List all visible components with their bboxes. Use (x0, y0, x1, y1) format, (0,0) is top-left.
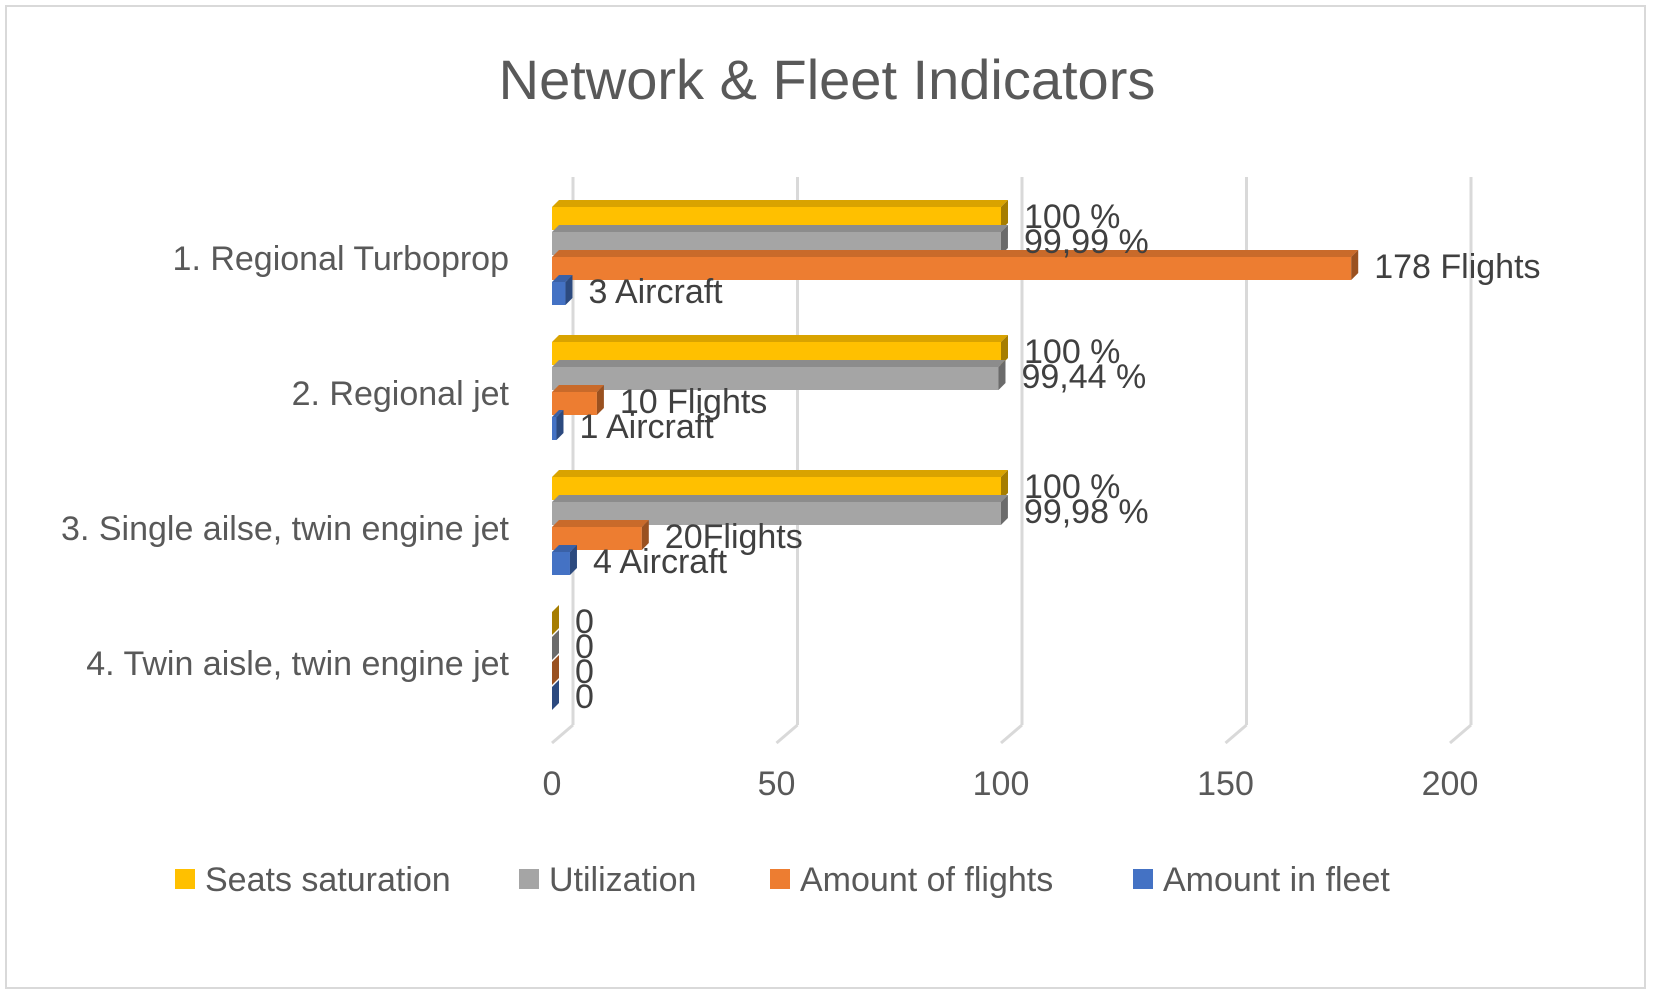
bar-top (552, 520, 649, 527)
x-tick-label: 0 (543, 765, 562, 803)
x-tick-label: 50 (758, 765, 796, 803)
bar (552, 477, 1001, 500)
gridline-floor (1224, 723, 1248, 745)
x-tick-label: 100 (973, 765, 1030, 803)
data-label: 0 (575, 603, 594, 641)
gridline-floor (1000, 723, 1023, 745)
bar-side (596, 385, 604, 415)
gridline-floor (1449, 723, 1472, 745)
bar (552, 417, 557, 440)
bar-side (1000, 225, 1008, 255)
bar-top (552, 545, 577, 552)
legend-swatch (519, 869, 539, 889)
category-label: 3. Single ailse, twin engine jet (61, 510, 509, 548)
chart-title: Network & Fleet Indicators (499, 48, 1156, 111)
category-label: 4. Twin aisle, twin engine jet (86, 645, 509, 683)
data-label: 20Flights (665, 518, 803, 556)
data-label: 1 Aircraft (579, 408, 714, 446)
bar-top (552, 495, 1008, 502)
bar (552, 502, 1001, 525)
bar-top (552, 360, 1006, 367)
bar (552, 207, 1001, 230)
bar-side (552, 605, 559, 635)
bar (552, 552, 570, 575)
data-label: 10 Flights (620, 383, 767, 421)
bar (552, 392, 597, 415)
x-tick-label: 200 (1422, 765, 1479, 803)
bar-side (1001, 200, 1008, 230)
data-label: 99,99 % (1024, 223, 1149, 261)
bar-side (1001, 335, 1008, 365)
bar-side (1001, 470, 1008, 500)
bar-top (552, 275, 573, 282)
data-label: 100 % (1024, 198, 1120, 236)
bar (552, 367, 999, 390)
bar (552, 527, 642, 550)
data-label: 100 % (1024, 333, 1120, 371)
data-label: 0 (575, 628, 594, 666)
gridline-floor (551, 723, 574, 745)
legend-label: Amount of flights (800, 861, 1053, 899)
chart-frame: Network & Fleet Indicators 0 50 100 150 200 … (5, 5, 1646, 989)
bar-side (998, 360, 1006, 390)
legend-swatch (1133, 869, 1153, 889)
bar-top (552, 335, 1008, 342)
category-label: 2. Regional jet (292, 375, 510, 413)
bar-top (552, 250, 1359, 257)
bar-top (552, 385, 604, 392)
bar (552, 257, 1352, 280)
bar (552, 232, 1001, 255)
data-label: 4 Aircraft (593, 543, 728, 581)
bar-top (552, 410, 564, 417)
bar-side (1000, 495, 1008, 525)
gridline-floor (775, 723, 799, 745)
data-label: 99,44 % (1021, 358, 1146, 396)
bar-side (552, 680, 559, 710)
chart: Network & Fleet Indicators 0 50 100 150 200 … (61, 48, 1541, 899)
data-label: 0 (575, 678, 594, 716)
bar-top (552, 225, 1008, 232)
bar-side (1351, 250, 1359, 280)
legend-label: Seats saturation (205, 861, 451, 899)
bar-top (552, 200, 1008, 207)
data-label: 99,98 % (1024, 493, 1149, 531)
bar-side (552, 655, 559, 685)
legend-swatch (770, 869, 790, 889)
bar-side (641, 520, 649, 550)
bar-side (552, 630, 559, 660)
bar-side (556, 410, 564, 440)
bar-side (569, 545, 577, 575)
legend-swatch (175, 869, 195, 889)
bar-top (552, 470, 1008, 477)
bar-side (565, 275, 573, 305)
bar (552, 282, 566, 305)
data-label: 3 Aircraft (588, 273, 723, 311)
data-label: 178 Flights (1374, 248, 1540, 286)
x-tick-label: 150 (1197, 765, 1254, 803)
data-label: 0 (575, 653, 594, 691)
legend-label: Amount in fleet (1163, 861, 1390, 899)
data-label: 100 % (1024, 468, 1120, 506)
category-label: 1. Regional Turboprop (173, 240, 509, 278)
legend-label: Utilization (549, 861, 696, 899)
bar (552, 342, 1001, 365)
